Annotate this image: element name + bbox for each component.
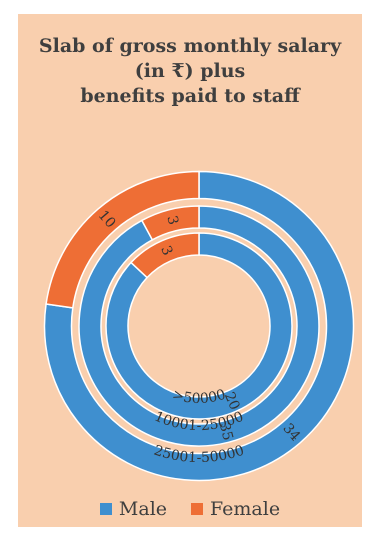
ring-10001-25000-female-segment <box>140 205 200 241</box>
legend-item-male: Male <box>99 498 168 520</box>
ring-25001-50000-male-segment <box>43 170 355 482</box>
ring-label-50000: >50000 <box>170 387 227 408</box>
ring-25001-50000-female-segment <box>45 170 200 309</box>
chart-legend: Male Female <box>18 498 362 520</box>
ring-50000-female-segment <box>129 232 200 279</box>
legend-swatch-female <box>191 503 204 515</box>
chart-title-line-2: (in ₹) plus <box>134 60 246 82</box>
ring-10001-25000-female-value-label: 3 <box>163 214 181 227</box>
legend-item-female: Female <box>191 498 280 520</box>
ring-label-25001-50000: 25001-50000 <box>152 443 247 466</box>
ring-10001-25000-male-segment <box>78 205 320 447</box>
chart-title-line-3: benefits paid to staff <box>80 85 300 107</box>
chart-card: Slab of gross monthly salary (in ₹) plus… <box>18 14 362 527</box>
chart-title-line-1: Slab of gross monthly salary <box>38 35 342 57</box>
ring-50000-male-value-label: 20 <box>221 390 243 413</box>
ring-10001-25000-male-value-label: 35 <box>216 421 236 442</box>
ring-50000-male-segment <box>105 232 293 420</box>
legend-swatch-male <box>99 503 112 515</box>
legend-label-female: Female <box>210 498 281 520</box>
chart-title: Slab of gross monthly salary (in ₹) plus… <box>18 34 362 109</box>
legend-label-male: Male <box>118 498 168 520</box>
